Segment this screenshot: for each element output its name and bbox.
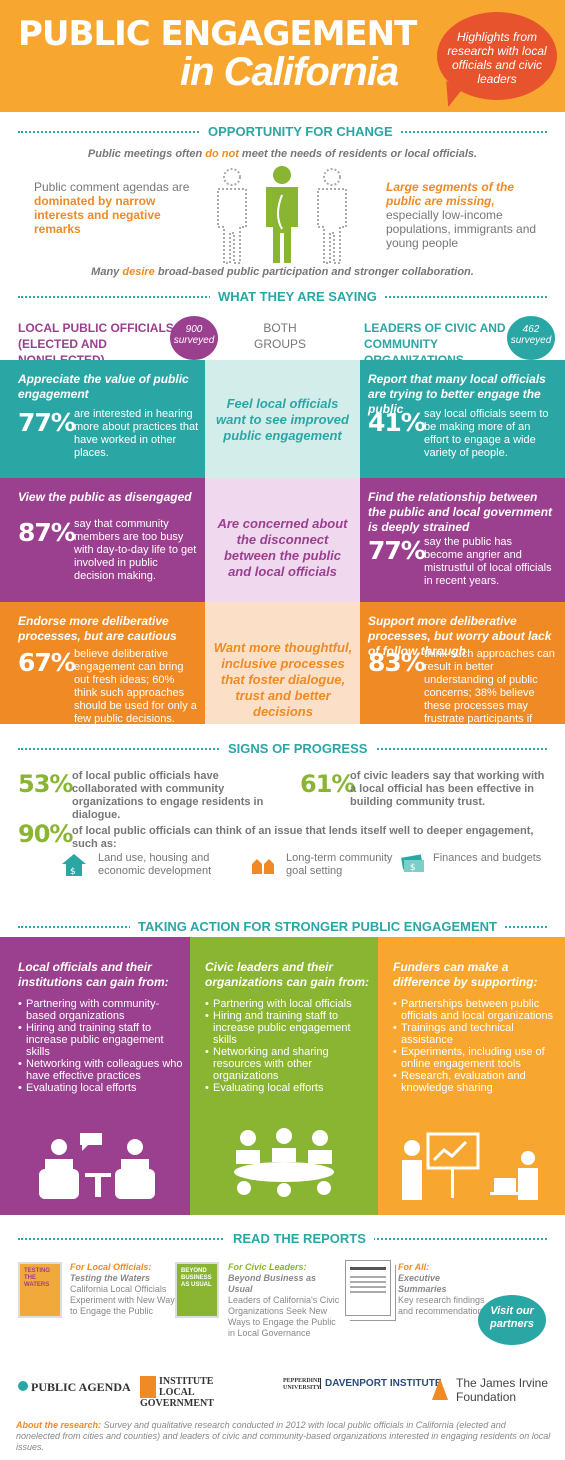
community-icon bbox=[252, 859, 274, 874]
report-cover-1-title: TESTING THE WATERS bbox=[24, 1268, 51, 1288]
about-research: About the research: Survey and qualitati… bbox=[16, 1420, 551, 1452]
officials-survey-badge: 900 surveyed bbox=[170, 316, 218, 360]
report-cover-2-title: BEYOND BUSINESS AS USUAL bbox=[181, 1268, 212, 1288]
ilg-logo[interactable]: INSTITUTE LOCAL GOVERNMENT bbox=[140, 1376, 214, 1409]
report-2-text[interactable]: For Civic Leaders: Beyond Business as Us… bbox=[228, 1262, 340, 1338]
opportunity-right-text: Large segments of the public are missing… bbox=[386, 180, 537, 250]
list-item: Trainings and technical assistance bbox=[393, 1022, 558, 1046]
irvine-logo[interactable]: The James Irvine Foundation bbox=[456, 1376, 549, 1404]
presentation-icon bbox=[402, 1132, 538, 1200]
row2-left-pct: 87% bbox=[18, 518, 76, 547]
list-item: Networking and sharing resources with ot… bbox=[205, 1046, 373, 1082]
action-col1-head: Local officials and their institutions c… bbox=[18, 960, 169, 989]
list-item: Partnering with community-based organiza… bbox=[18, 998, 186, 1022]
title-line-2: in California bbox=[180, 50, 399, 94]
list-item: Partnering with local officials bbox=[205, 998, 373, 1010]
action-col2-head: Civic leaders and their organizations ca… bbox=[205, 960, 370, 989]
row3-mid-text: Want more thoughtful, inclusive processe… bbox=[213, 640, 353, 719]
opportunity-intro: Public meetings often do not meet the ne… bbox=[87, 148, 478, 160]
row1-left-pct: 77% bbox=[18, 408, 76, 437]
visit-partners-button[interactable]: Visit our partners bbox=[478, 1295, 546, 1345]
civic-survey-badge: 462 surveyed bbox=[507, 316, 555, 360]
opportunity-bottom: Many desire broad-based public participa… bbox=[91, 266, 474, 278]
row3-left-pct: 67% bbox=[18, 648, 76, 677]
list-item: Hiring and training staff to increase pu… bbox=[18, 1022, 186, 1058]
action-col3-head: Funders can make a difference by support… bbox=[393, 960, 538, 989]
progress-stat3-text: of local public officials can think of a… bbox=[72, 825, 534, 850]
public-agenda-logo[interactable]: PUBLIC AGENDA bbox=[18, 1380, 131, 1395]
row1-right-title: Report that many local officials are try… bbox=[368, 372, 546, 416]
progress-item-2-label: Long-term community goal setting bbox=[286, 852, 393, 877]
row3-right-band bbox=[360, 602, 565, 724]
progress-item-1-label: Land use, housing and economic developme… bbox=[98, 852, 212, 877]
progress-stat1-pct: 53% bbox=[18, 770, 73, 798]
irvine-flame-icon bbox=[432, 1378, 448, 1400]
title-line-1: PUBLIC ENGAGEMENT bbox=[18, 14, 417, 54]
row3-left-title: Endorse more deliberative processes, but… bbox=[18, 614, 177, 643]
row2-left-text: say that community members are too busy … bbox=[74, 518, 197, 582]
both-groups-head: BOTH GROUPS bbox=[253, 321, 306, 351]
report-1-text[interactable]: For Local Officials: Testing the Waters … bbox=[70, 1262, 180, 1316]
action-col3-list: Partnerships between public officials an… bbox=[393, 998, 558, 1094]
progress-stat1-text: of local public officials have collabora… bbox=[72, 770, 264, 821]
reports-heading: READ THE REPORTS bbox=[225, 1231, 374, 1246]
opportunity-left-text: Public comment agendas are dominated by … bbox=[34, 180, 190, 236]
row2-right-text: say the public has become angrier and mi… bbox=[424, 536, 552, 587]
list-item: Evaluating local efforts bbox=[205, 1082, 373, 1094]
row3-right-pct: 83% bbox=[368, 648, 426, 677]
row2-left-title: View the public as disengaged bbox=[18, 490, 192, 504]
opportunity-heading: OPPORTUNITY FOR CHANGE bbox=[200, 124, 401, 139]
progress-item-3-label: Finances and budgets bbox=[433, 852, 542, 864]
row1-left-title: Appreciate the value of public engagemen… bbox=[18, 372, 189, 401]
house-icon: $ bbox=[62, 854, 86, 877]
action-col2-list: Partnering with local officials Hiring a… bbox=[205, 998, 373, 1094]
row3-mid-band bbox=[205, 602, 360, 724]
list-item: Hiring and training staff to increase pu… bbox=[205, 1010, 373, 1046]
row2-mid-band bbox=[205, 478, 360, 602]
row2-right-pct: 77% bbox=[368, 536, 426, 565]
saying-heading: WHAT THEY ARE SAYING bbox=[210, 289, 385, 304]
list-item: Networking with colleagues who have effe… bbox=[18, 1058, 186, 1082]
row2-right-title: Find the relationship between the public… bbox=[368, 490, 553, 534]
money-icon: $ bbox=[401, 854, 424, 873]
highlights-bubble: Highlights from research with local offi… bbox=[437, 12, 557, 100]
report-cover-1[interactable]: TESTING THE WATERS bbox=[18, 1262, 62, 1318]
progress-heading: SIGNS OF PROGRESS bbox=[220, 741, 376, 756]
row2-right-band bbox=[360, 478, 565, 602]
report-cover-2[interactable]: BEYOND BUSINESS AS USUAL bbox=[175, 1262, 219, 1318]
row3-left-text: believe deliberative engagement can brin… bbox=[74, 648, 197, 725]
row3-left-band bbox=[0, 602, 205, 724]
action-col1-list: Partnering with community-based organiza… bbox=[18, 998, 186, 1094]
row1-left-band bbox=[0, 360, 205, 478]
row2-mid-text: Are concerned about the disconnect betwe… bbox=[217, 516, 348, 579]
pepperdine-logo[interactable]: PEPPERDINE UNIVERSITY bbox=[283, 1378, 322, 1391]
row3-right-text: think such approaches can result in bett… bbox=[424, 648, 555, 751]
people-figures-icon bbox=[217, 166, 347, 264]
progress-stat2-pct: 61% bbox=[300, 770, 355, 798]
list-item: Research, evaluation and knowledge shari… bbox=[393, 1070, 558, 1094]
meeting-icon bbox=[39, 1133, 155, 1199]
row2-left-band bbox=[0, 478, 205, 602]
progress-stat2-text: of civic leaders say that working with a… bbox=[350, 770, 545, 808]
row1-right-text: say local officials seem to be making mo… bbox=[424, 408, 549, 459]
row3-right-title: Support more deliberative processes, but… bbox=[368, 614, 552, 658]
progress-stat3-pct: 90% bbox=[18, 820, 73, 848]
action-heading: TAKING ACTION FOR STRONGER PUBLIC ENGAGE… bbox=[130, 919, 505, 934]
list-item: Experiments, including use of online eng… bbox=[393, 1046, 558, 1070]
row1-right-band bbox=[360, 360, 565, 478]
list-item: Evaluating local efforts bbox=[18, 1082, 186, 1094]
row1-right-pct: 41% bbox=[368, 408, 426, 437]
svg-text:$: $ bbox=[410, 863, 416, 873]
row1-mid-text: Feel local officials want to see improve… bbox=[216, 396, 349, 443]
report-3-text[interactable]: For All: Executive Summaries Key researc… bbox=[398, 1262, 488, 1316]
row1-mid-band bbox=[205, 360, 360, 478]
davenport-logo[interactable]: DAVENPORT INSTITUTE bbox=[320, 1378, 441, 1389]
roundtable-icon bbox=[234, 1128, 334, 1197]
row1-left-text: are interested in hearing more about pra… bbox=[74, 408, 199, 459]
svg-text:$: $ bbox=[70, 867, 76, 877]
list-item: Partnerships between public officials an… bbox=[393, 998, 558, 1022]
report-cover-3[interactable] bbox=[345, 1260, 391, 1316]
